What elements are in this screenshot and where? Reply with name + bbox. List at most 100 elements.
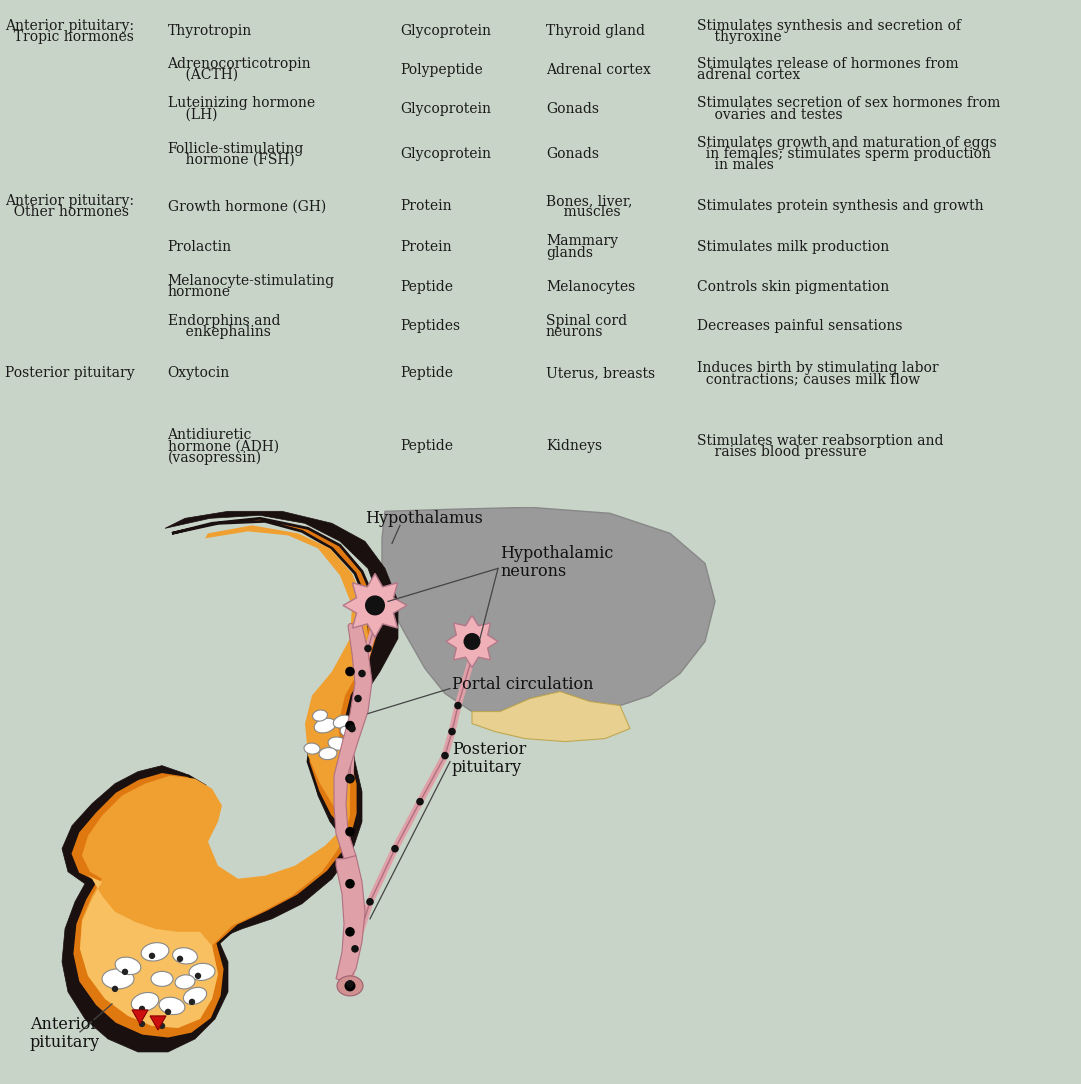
Text: Endorphins and: Endorphins and xyxy=(168,313,280,327)
Polygon shape xyxy=(132,1010,148,1024)
Text: Kidneys: Kidneys xyxy=(546,439,602,453)
Circle shape xyxy=(351,945,359,953)
Text: Prolactin: Prolactin xyxy=(168,240,231,254)
Circle shape xyxy=(454,701,462,709)
Polygon shape xyxy=(80,526,368,1028)
Text: Anterior pituitary:: Anterior pituitary: xyxy=(5,194,134,208)
Text: adrenal cortex: adrenal cortex xyxy=(697,68,801,82)
Circle shape xyxy=(346,980,353,988)
Circle shape xyxy=(449,727,456,735)
Text: Induces birth by stimulating labor: Induces birth by stimulating labor xyxy=(697,361,939,375)
Circle shape xyxy=(355,695,362,702)
Circle shape xyxy=(189,998,196,1005)
Text: Polypeptide: Polypeptide xyxy=(400,63,483,77)
Text: Thyroid gland: Thyroid gland xyxy=(546,24,645,38)
Ellipse shape xyxy=(184,988,206,1005)
Polygon shape xyxy=(334,623,372,859)
Ellipse shape xyxy=(116,957,141,975)
Circle shape xyxy=(346,775,353,783)
Text: Thyrotropin: Thyrotropin xyxy=(168,24,252,38)
Circle shape xyxy=(345,879,355,889)
Text: Follicle-stimulating: Follicle-stimulating xyxy=(168,142,304,156)
Ellipse shape xyxy=(329,737,348,750)
Circle shape xyxy=(195,972,201,979)
Circle shape xyxy=(138,1006,145,1012)
Polygon shape xyxy=(336,855,365,982)
Polygon shape xyxy=(150,1016,166,1030)
Text: Gonads: Gonads xyxy=(546,102,599,116)
Text: hormone: hormone xyxy=(168,285,230,299)
Text: Stimulates release of hormones from: Stimulates release of hormones from xyxy=(697,57,959,70)
Circle shape xyxy=(149,953,156,959)
Ellipse shape xyxy=(142,943,169,962)
Ellipse shape xyxy=(312,710,328,721)
Text: Posterior pituitary: Posterior pituitary xyxy=(5,366,135,380)
Polygon shape xyxy=(446,616,498,668)
Text: Stimulates secretion of sex hormones from: Stimulates secretion of sex hormones fro… xyxy=(697,96,1001,111)
Ellipse shape xyxy=(173,947,198,964)
Text: Growth hormone (GH): Growth hormone (GH) xyxy=(168,199,325,214)
Circle shape xyxy=(391,844,399,852)
Ellipse shape xyxy=(337,976,363,996)
Text: Antidiuretic: Antidiuretic xyxy=(168,428,252,442)
Text: Stimulates water reabsorption and: Stimulates water reabsorption and xyxy=(697,434,944,448)
Circle shape xyxy=(364,645,372,653)
Text: Oxytocin: Oxytocin xyxy=(168,366,230,380)
Text: Anterior pituitary:: Anterior pituitary: xyxy=(5,18,134,33)
Text: Peptide: Peptide xyxy=(400,366,453,380)
Circle shape xyxy=(441,752,449,760)
Ellipse shape xyxy=(319,748,337,760)
Text: ovaries and testes: ovaries and testes xyxy=(697,107,843,121)
Text: Controls skin pigmentation: Controls skin pigmentation xyxy=(697,280,890,294)
Text: Adrenocorticotropin: Adrenocorticotropin xyxy=(168,57,311,70)
Polygon shape xyxy=(382,507,715,711)
Text: Peptides: Peptides xyxy=(400,319,461,333)
Text: in females; stimulates sperm production: in females; stimulates sperm production xyxy=(697,147,991,162)
Text: Melanocytes: Melanocytes xyxy=(546,280,636,294)
Ellipse shape xyxy=(102,969,134,989)
Text: enkephalins: enkephalins xyxy=(168,325,270,339)
Circle shape xyxy=(416,798,424,805)
Circle shape xyxy=(111,985,118,992)
Text: Melanocyte-stimulating: Melanocyte-stimulating xyxy=(168,274,335,288)
Text: Stimulates protein synthesis and growth: Stimulates protein synthesis and growth xyxy=(697,199,984,214)
Text: hormone (ADH): hormone (ADH) xyxy=(168,439,279,453)
Polygon shape xyxy=(343,573,408,637)
Text: Peptide: Peptide xyxy=(400,280,453,294)
Text: Protein: Protein xyxy=(400,199,452,214)
Text: pituitary: pituitary xyxy=(452,759,522,776)
Circle shape xyxy=(348,725,356,733)
Circle shape xyxy=(345,980,356,992)
Text: hormone (FSH): hormone (FSH) xyxy=(168,153,294,167)
Ellipse shape xyxy=(151,971,173,986)
Ellipse shape xyxy=(304,743,320,754)
Text: Portal circulation: Portal circulation xyxy=(452,675,593,693)
Ellipse shape xyxy=(159,997,185,1015)
Text: (vasopressin): (vasopressin) xyxy=(168,450,262,465)
Circle shape xyxy=(138,1021,145,1028)
Text: Stimulates growth and maturation of eggs: Stimulates growth and maturation of eggs xyxy=(697,137,997,150)
Circle shape xyxy=(464,633,480,650)
Text: in males: in males xyxy=(697,158,774,172)
Ellipse shape xyxy=(333,715,350,728)
Text: raises blood pressure: raises blood pressure xyxy=(697,446,867,459)
Polygon shape xyxy=(70,518,378,1038)
Circle shape xyxy=(164,1009,171,1015)
Text: Spinal cord: Spinal cord xyxy=(546,313,627,327)
Text: Peptide: Peptide xyxy=(400,439,453,453)
Text: Other hormones: Other hormones xyxy=(5,205,130,219)
Text: neurons: neurons xyxy=(546,325,603,339)
Text: muscles: muscles xyxy=(546,205,620,219)
Circle shape xyxy=(345,667,355,676)
Circle shape xyxy=(122,969,129,976)
Text: Protein: Protein xyxy=(400,240,452,254)
Ellipse shape xyxy=(189,964,215,980)
Text: Glycoprotein: Glycoprotein xyxy=(400,24,491,38)
Circle shape xyxy=(365,595,385,616)
Text: Decreases painful sensations: Decreases painful sensations xyxy=(697,319,903,333)
Circle shape xyxy=(345,827,355,837)
Polygon shape xyxy=(80,876,218,1028)
Text: Posterior: Posterior xyxy=(452,740,526,758)
Text: glands: glands xyxy=(546,246,592,260)
Text: Hypothalamus: Hypothalamus xyxy=(365,511,483,527)
